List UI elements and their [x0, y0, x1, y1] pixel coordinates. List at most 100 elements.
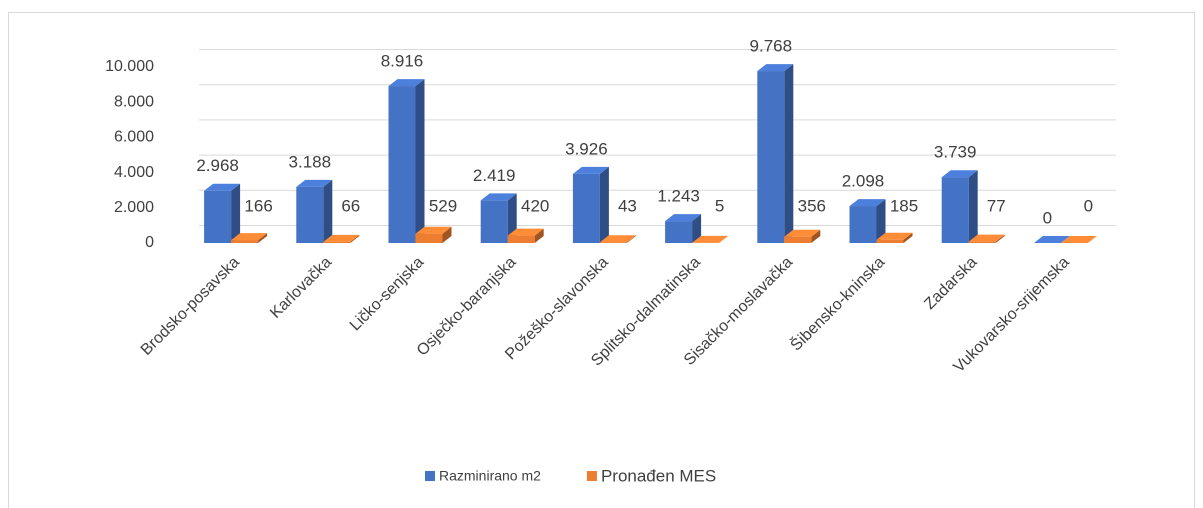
y-tick-label: 2.000: [114, 199, 154, 216]
bar-side: [534, 228, 544, 243]
data-label: 3.926: [565, 139, 608, 158]
data-label: 2.098: [842, 172, 885, 191]
bar-side: [876, 199, 886, 243]
data-label: 2.419: [473, 166, 516, 185]
bar-front: [507, 235, 535, 243]
bar-top: [665, 214, 702, 222]
bar-top: [572, 166, 609, 174]
bar-top: [415, 226, 452, 234]
data-label: 1.243: [657, 187, 700, 206]
y-tick-label: 4.000: [114, 164, 154, 181]
bar-top: [968, 234, 1005, 242]
bar: [876, 232, 913, 243]
y-tick-label: 8.000: [114, 93, 154, 110]
bar-side: [719, 235, 729, 243]
data-label: 8.916: [381, 52, 424, 71]
data-label: 529: [429, 196, 457, 215]
data-label: 3.739: [934, 143, 977, 162]
data-label: 420: [521, 196, 549, 215]
bar-top: [1033, 236, 1070, 243]
bar-front: [665, 221, 693, 243]
bar-front: [480, 200, 508, 243]
bar-front: [296, 186, 324, 243]
bar-side: [626, 235, 636, 243]
data-label: 356: [798, 196, 826, 215]
y-tick-label: 6.000: [114, 129, 154, 146]
bar-top: [388, 79, 425, 87]
data-label: 9.768: [750, 37, 793, 56]
bar-top: [204, 183, 241, 191]
data-label: 43: [618, 196, 637, 215]
bar-front: [757, 71, 785, 244]
bar-side: [350, 234, 360, 243]
bar: [941, 170, 978, 243]
bar-side: [811, 229, 821, 243]
bar-front: [323, 241, 351, 243]
legend-label: Razminirano m2: [439, 468, 541, 484]
bar-side: [995, 234, 1005, 243]
legend-swatch: [425, 471, 435, 481]
bar-top: [876, 232, 913, 240]
bar-side: [903, 232, 913, 243]
bar-front: [231, 240, 259, 243]
bar: [480, 193, 517, 243]
bar-top: [323, 234, 360, 242]
bar-top: [231, 233, 268, 241]
bar: [1033, 236, 1070, 243]
bar-top: [1060, 236, 1097, 243]
data-label: 0: [1084, 196, 1093, 215]
bar: [692, 235, 729, 243]
bar: [204, 183, 241, 243]
bar: [507, 228, 544, 243]
bar-top: [757, 64, 794, 72]
bar: [784, 229, 821, 243]
bar-front: [599, 242, 627, 243]
data-label: 185: [890, 196, 918, 215]
bar-front: [415, 233, 443, 243]
bar-side: [968, 170, 978, 243]
bar: [1060, 236, 1097, 243]
bar-front: [784, 236, 812, 243]
bar-side: [442, 226, 452, 243]
bar-front: [849, 206, 877, 243]
bar-front: [876, 239, 904, 243]
bar-side: [415, 79, 425, 243]
bar-side: [784, 64, 794, 244]
bar: [849, 199, 886, 243]
bar-top: [784, 229, 821, 237]
data-label: 166: [244, 196, 272, 215]
bar-side: [599, 166, 609, 243]
data-label: 3.188: [289, 152, 332, 171]
bar: [572, 166, 609, 243]
bar: [415, 226, 452, 243]
bar-side: [258, 233, 268, 243]
bar: [757, 64, 794, 244]
bar: [968, 234, 1005, 243]
bar-top: [507, 228, 544, 236]
bar: [665, 214, 702, 243]
bar-front: [204, 190, 232, 243]
bar-top: [692, 235, 729, 243]
bar-side: [323, 179, 333, 243]
bar-top: [599, 235, 636, 243]
bar-side: [692, 214, 702, 243]
bar: [323, 234, 360, 243]
bar: [599, 235, 636, 243]
data-label: 66: [341, 196, 360, 215]
bar-top: [480, 193, 517, 201]
data-label: 0: [1043, 208, 1052, 227]
data-label: 5: [715, 196, 724, 215]
bar-front: [941, 177, 969, 243]
bar: [388, 79, 425, 243]
data-label: 77: [987, 196, 1006, 215]
y-tick-label: 10.000: [105, 58, 154, 75]
chart-border: [8, 12, 1195, 508]
y-tick-label: 0: [145, 234, 154, 251]
data-label: 2.968: [196, 156, 239, 175]
bar-top: [296, 179, 333, 187]
bar-top: [849, 199, 886, 207]
bar-front: [572, 173, 600, 243]
bar-side: [231, 183, 241, 243]
bar-front: [968, 241, 996, 243]
